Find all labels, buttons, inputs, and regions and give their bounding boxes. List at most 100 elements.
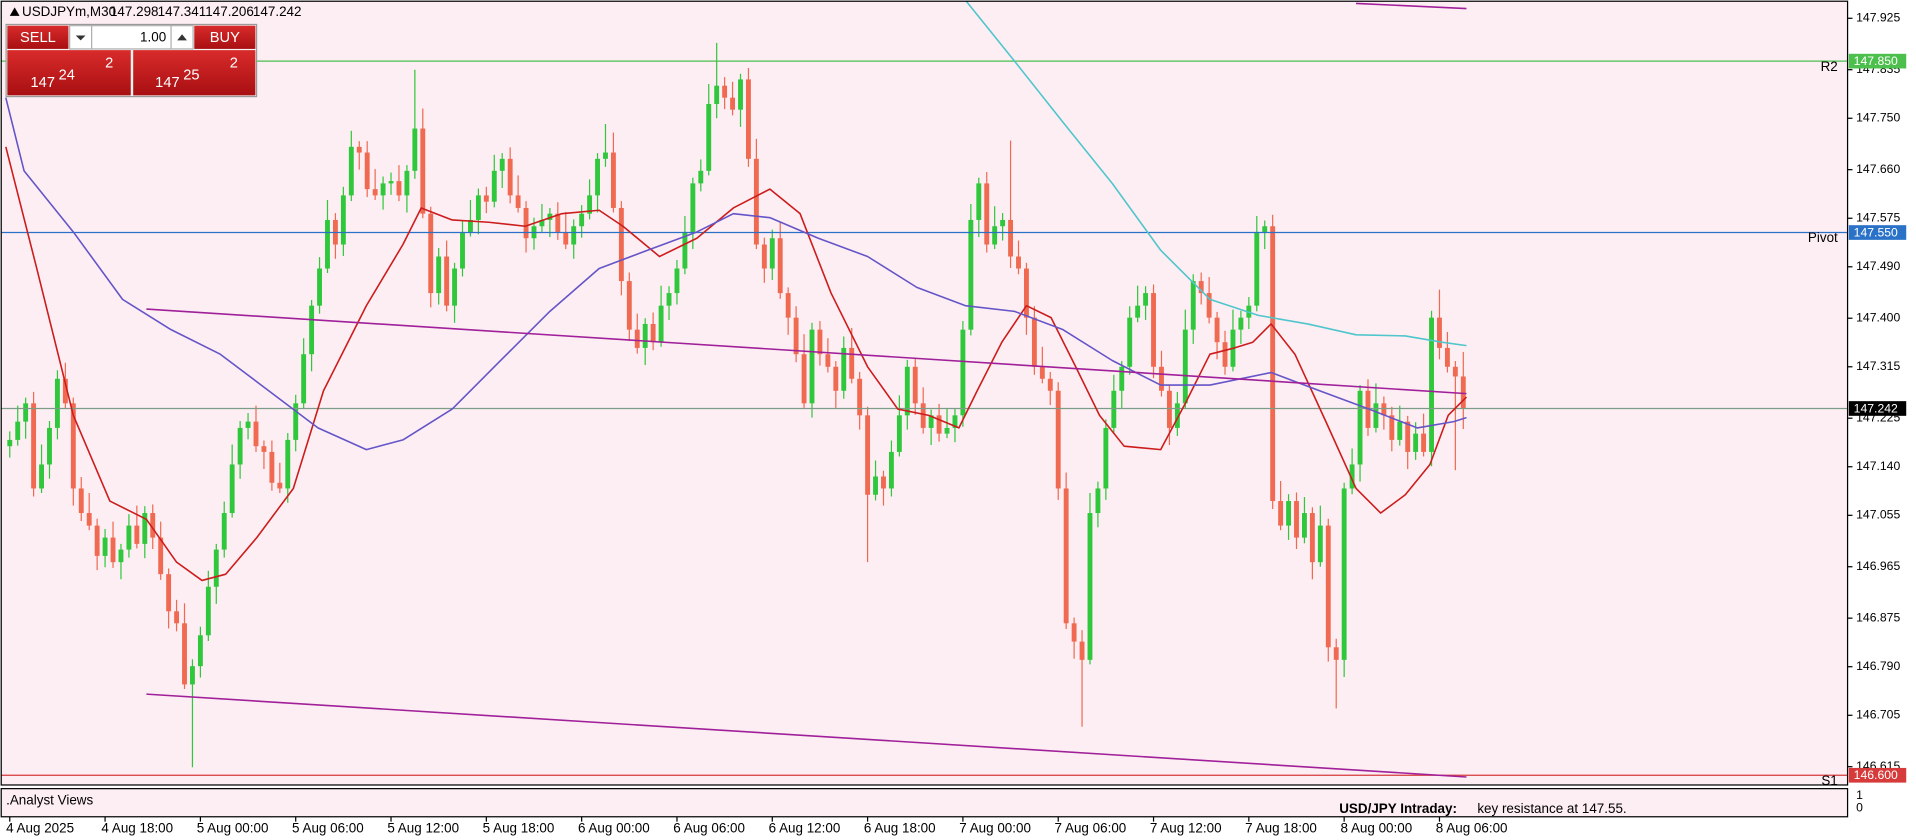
plot-area [1, 1, 1848, 778]
candle-body [769, 238, 775, 269]
candle-body [31, 403, 37, 489]
candle-body [610, 152, 616, 208]
candle-body [587, 195, 593, 214]
candle-body [1198, 281, 1204, 294]
plot-frame [0, 0, 1849, 786]
candle-body [1357, 390, 1363, 465]
sell-big-figure: 147 [31, 75, 55, 91]
candle-body [555, 213, 561, 232]
buy-button[interactable] [194, 25, 256, 49]
x-tick-label: 6 Aug 06:00 [673, 821, 745, 836]
candle-body [825, 354, 831, 367]
candle-body [1055, 390, 1061, 489]
candle-body [1294, 501, 1299, 538]
candle-body [301, 354, 307, 404]
y-tick-label: 147.400 [1856, 310, 1900, 324]
candle-body [396, 181, 402, 196]
sell-pips: 24 [59, 68, 75, 84]
candle-body [1166, 390, 1172, 428]
candle-body [1024, 268, 1029, 318]
annotation-text: key resistance at 147.55. [1477, 801, 1626, 816]
candle-body [1333, 647, 1339, 660]
candle-body [253, 421, 259, 447]
candle-body [348, 146, 354, 196]
collapse-arrow[interactable] [9, 7, 20, 16]
candle-body [984, 183, 990, 245]
sell-label[interactable]: SELL [20, 30, 56, 46]
candle-body [817, 329, 823, 355]
candle-body [1119, 366, 1125, 391]
candle-body [317, 268, 322, 306]
y-tick-label: 147.750 [1856, 110, 1900, 124]
buy-price-box[interactable] [133, 50, 256, 96]
price-tag-label: 147.850 [1854, 54, 1898, 68]
candle-body [1389, 415, 1395, 440]
buy-label[interactable]: BUY [210, 30, 240, 46]
sell-button[interactable] [7, 25, 69, 49]
candle-body [213, 549, 219, 587]
candle-body [746, 79, 751, 159]
candle-body [992, 226, 998, 245]
candle-body [1182, 329, 1188, 404]
indicator-line [5, 146, 1468, 582]
candle-body [1262, 226, 1268, 232]
candle-body [849, 347, 855, 379]
candle-body [666, 293, 672, 306]
candle-body [1254, 231, 1260, 306]
candle-body [968, 219, 974, 330]
candle-body [1349, 464, 1355, 489]
candle-body [483, 195, 489, 202]
x-tick-label: 7 Aug 00:00 [959, 821, 1031, 836]
candle-body [1063, 488, 1069, 624]
x-tick-label: 5 Aug 00:00 [197, 821, 269, 836]
candle-body [912, 366, 918, 404]
candle-body [634, 329, 640, 348]
candle-body [722, 85, 728, 98]
candle-body [1206, 293, 1212, 318]
candle-body [356, 146, 362, 153]
indicator-tick: 1 [1856, 788, 1863, 802]
candle-body [158, 537, 164, 575]
header-close: 147.242 [253, 4, 302, 19]
candle-body [539, 219, 545, 227]
candle-body [285, 439, 291, 489]
candle-body [595, 158, 600, 196]
y-tick-label: 147.140 [1856, 459, 1900, 473]
x-tick-label: 7 Aug 06:00 [1055, 821, 1127, 836]
candle-body [1087, 513, 1093, 660]
level-name: Pivot [1808, 230, 1838, 245]
candle-body [507, 158, 513, 196]
indicator-line [146, 308, 1467, 395]
candle-body [70, 403, 76, 489]
lot-value[interactable]: 1.00 [140, 29, 166, 44]
buy-big-figure: 147 [155, 75, 179, 91]
candle-body [682, 231, 688, 269]
candle-body [920, 403, 926, 428]
y-tick-label: 147.055 [1856, 508, 1900, 522]
candle-body [658, 305, 664, 343]
candle-body [1127, 317, 1133, 367]
y-tick-label: 147.315 [1856, 359, 1900, 373]
candle-body [674, 268, 680, 294]
candle-body [571, 226, 577, 245]
sell-price-box[interactable] [7, 50, 131, 96]
candle-body [547, 213, 553, 220]
candle-body [1278, 501, 1284, 526]
candle-body [1373, 403, 1379, 428]
candle-body [1286, 501, 1292, 526]
candle-body [1437, 317, 1442, 348]
x-tick-label: 7 Aug 18:00 [1245, 821, 1317, 836]
candle-body [86, 513, 92, 526]
y-tick-label: 147.925 [1856, 11, 1900, 25]
candle-body [1301, 513, 1307, 538]
candle-body [221, 513, 227, 550]
candle-body [468, 219, 473, 232]
candle-body [7, 439, 13, 447]
candle-body [714, 85, 720, 104]
candle-body [690, 183, 696, 232]
buy-pips: 25 [183, 68, 199, 84]
candle-body [833, 366, 839, 391]
candle-body [1405, 421, 1411, 452]
candle-body [650, 323, 656, 343]
